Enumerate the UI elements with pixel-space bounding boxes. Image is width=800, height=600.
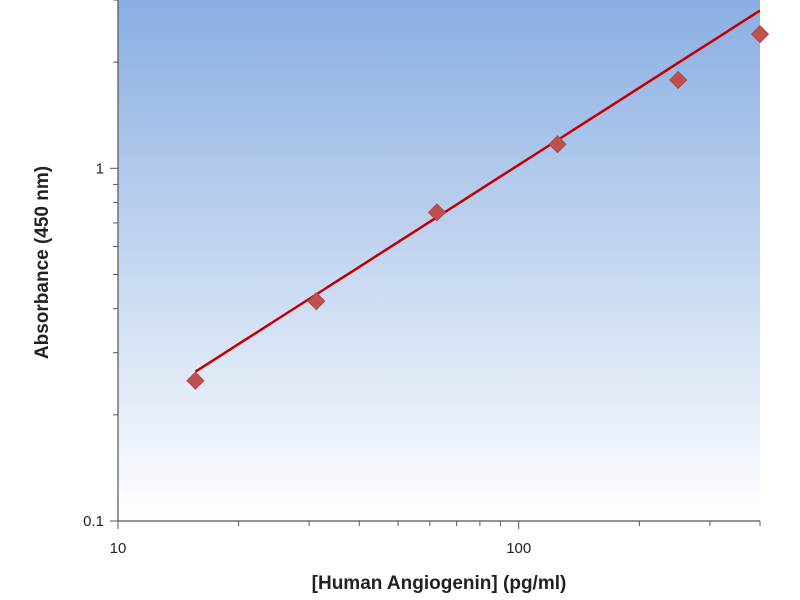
trendline-group [194,9,761,373]
data-point [548,135,567,154]
y-tick-label: 0.1 [83,513,104,530]
tick-labels: 10 100 0.1 1 [83,160,531,557]
x-tick-label: 100 [506,540,531,557]
data-points [186,25,770,390]
plot-area [118,0,760,521]
x-axis-title: [Human Angiogenin] (pg/ml) [312,573,567,594]
data-point [307,292,326,311]
data-point [750,25,770,44]
data-point [186,371,205,390]
trendline [194,9,761,373]
x-tick-label: 10 [110,540,127,557]
data-point [427,203,447,222]
y-axis-title: Absorbance (450 nm) [32,166,53,359]
axis-ticks [110,0,761,529]
axes [117,0,760,522]
y-tick-label: 1 [96,160,104,177]
data-point [669,70,688,90]
